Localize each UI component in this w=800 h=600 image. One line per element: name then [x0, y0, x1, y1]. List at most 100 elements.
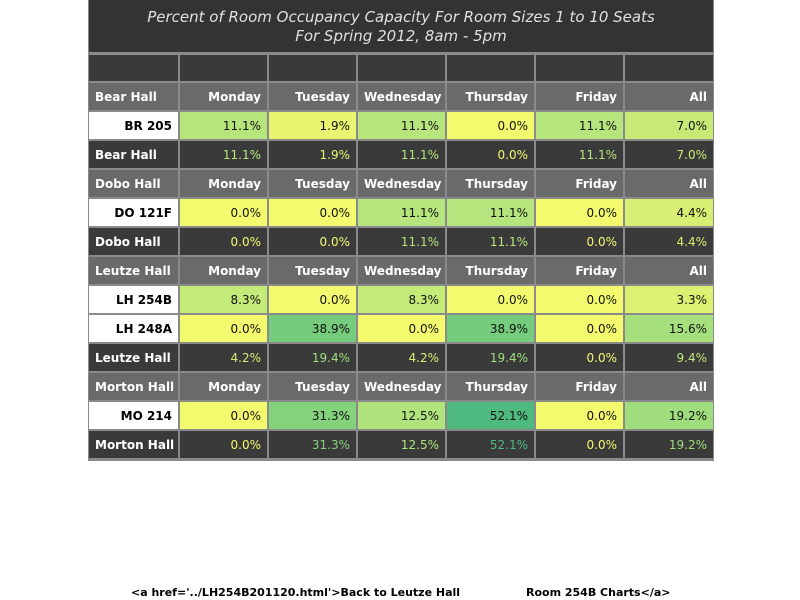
hall-header-row: Leutze Hall Monday Tuesday Wednesday Thursda…: [89, 255, 713, 286]
blank-cell: [178, 53, 269, 83]
total-cell: 0.0%: [178, 226, 269, 257]
room-name: DO 121F: [89, 197, 180, 228]
hall-header-name: Leutze Hall: [89, 255, 180, 286]
occupancy-cell: 0.0%: [534, 284, 625, 315]
title-line-1: Percent of Room Occupancy Capacity For R…: [147, 8, 655, 26]
total-cell: 1.9%: [267, 139, 358, 170]
total-cell: 0.0%: [445, 139, 536, 170]
day-header: Thursday: [445, 371, 536, 402]
hall-header-name: Dobo Hall: [89, 168, 180, 199]
hall-header-row: Bear Hall Monday Tuesday Wednesday Thursday F…: [89, 81, 713, 112]
occupancy-cell: 0.0%: [178, 313, 269, 344]
room-charts-link[interactable]: Room 254B Charts</a>: [526, 586, 671, 599]
footer: <a href='../LH254B201120.html'>Back to L…: [0, 586, 800, 600]
occupancy-cell: 0.0%: [534, 313, 625, 344]
day-header: Monday: [178, 168, 269, 199]
occupancy-cell: 11.1%: [534, 110, 625, 141]
report-title: Percent of Room Occupancy Capacity For R…: [89, 0, 713, 53]
day-header: Friday: [534, 371, 625, 402]
occupancy-cell: 3.3%: [623, 284, 713, 315]
occupancy-cell: 15.6%: [623, 313, 713, 344]
room-row: LH 248A 0.0% 38.9% 0.0% 38.9% 0.0% 15.6%: [89, 313, 713, 344]
day-header: Friday: [534, 255, 625, 286]
occupancy-cell: 52.1%: [445, 400, 536, 431]
blank-cell: [356, 53, 447, 83]
blank-cell: [534, 53, 625, 83]
day-header: Friday: [534, 168, 625, 199]
room-row: BR 205 11.1% 1.9% 11.1% 0.0% 11.1% 7.0%: [89, 110, 713, 141]
total-cell: 7.0%: [623, 139, 713, 170]
total-cell: 0.0%: [534, 429, 625, 460]
total-cell: 0.0%: [534, 342, 625, 373]
occupancy-cell: 19.2%: [623, 400, 713, 431]
blank-cell: [89, 53, 180, 83]
total-cell: 11.1%: [178, 139, 269, 170]
total-cell: 19.2%: [623, 429, 713, 460]
day-header: Wednesday: [356, 371, 447, 402]
occupancy-table: Bear Hall Monday Tuesday Wednesday Thursday F…: [89, 53, 713, 460]
occupancy-cell: 0.0%: [534, 400, 625, 431]
day-header: Tuesday: [267, 371, 358, 402]
room-row: MO 214 0.0% 31.3% 12.5% 52.1% 0.0% 19.2%: [89, 400, 713, 431]
occupancy-cell: 0.0%: [178, 197, 269, 228]
day-header: Wednesday: [356, 81, 447, 112]
total-cell: 31.3%: [267, 429, 358, 460]
day-header: Tuesday: [267, 81, 358, 112]
occupancy-cell: 7.0%: [623, 110, 713, 141]
day-header: Tuesday: [267, 168, 358, 199]
occupancy-cell: 1.9%: [267, 110, 358, 141]
hall-total-name: Morton Hall: [89, 429, 180, 460]
total-cell: 0.0%: [267, 226, 358, 257]
day-header: Friday: [534, 81, 625, 112]
occupancy-cell: 0.0%: [267, 284, 358, 315]
hall-header-row: Dobo Hall Monday Tuesday Wednesday Thursday F…: [89, 168, 713, 199]
occupancy-cell: 4.4%: [623, 197, 713, 228]
hall-total-name: Dobo Hall: [89, 226, 180, 257]
hall-total-name: Bear Hall: [89, 139, 180, 170]
total-cell: 9.4%: [623, 342, 713, 373]
total-cell: 52.1%: [445, 429, 536, 460]
day-header: Wednesday: [356, 168, 447, 199]
day-header: All: [623, 168, 713, 199]
day-header: Monday: [178, 81, 269, 112]
hall-header-name: Bear Hall: [89, 81, 180, 112]
blank-row: [89, 53, 713, 83]
blank-cell: [267, 53, 358, 83]
day-header: All: [623, 371, 713, 402]
room-name: LH 248A: [89, 313, 180, 344]
hall-header-name: Morton Hall: [89, 371, 180, 402]
total-cell: 4.2%: [178, 342, 269, 373]
occupancy-cell: 0.0%: [178, 400, 269, 431]
title-line-2: For Spring 2012, 8am - 5pm: [295, 27, 507, 45]
occupancy-cell: 0.0%: [356, 313, 447, 344]
total-cell: 4.2%: [356, 342, 447, 373]
room-name: LH 254B: [89, 284, 180, 315]
occupancy-cell: 31.3%: [267, 400, 358, 431]
hall-total-row: Morton Hall 0.0% 31.3% 12.5% 52.1% 0.0% 19.2%: [89, 429, 713, 460]
room-row: LH 254B 8.3% 0.0% 8.3% 0.0% 0.0% 3.3%: [89, 284, 713, 315]
day-header: All: [623, 81, 713, 112]
back-to-leutze-hall-link[interactable]: <a href='../LH254B201120.html'>Back to L…: [131, 586, 461, 599]
hall-header-row: Morton Hall Monday Tuesday Wednesday Thursda…: [89, 371, 713, 402]
occupancy-cell: 0.0%: [445, 284, 536, 315]
day-header: Monday: [178, 255, 269, 286]
occupancy-cell: 8.3%: [178, 284, 269, 315]
total-cell: 19.4%: [445, 342, 536, 373]
day-header: Monday: [178, 371, 269, 402]
room-row: DO 121F 0.0% 0.0% 11.1% 11.1% 0.0% 4.4%: [89, 197, 713, 228]
occupancy-cell: 11.1%: [356, 197, 447, 228]
occupancy-cell: 11.1%: [178, 110, 269, 141]
total-cell: 12.5%: [356, 429, 447, 460]
occupancy-cell: 12.5%: [356, 400, 447, 431]
occupancy-cell: 0.0%: [445, 110, 536, 141]
blank-cell: [623, 53, 713, 83]
blank-cell: [445, 53, 536, 83]
total-cell: 19.4%: [267, 342, 358, 373]
day-header: Wednesday: [356, 255, 447, 286]
day-header: Thursday: [445, 81, 536, 112]
total-cell: 0.0%: [178, 429, 269, 460]
occupancy-report: Percent of Room Occupancy Capacity For R…: [88, 0, 714, 461]
day-header: Thursday: [445, 255, 536, 286]
occupancy-cell: 8.3%: [356, 284, 447, 315]
occupancy-cell: 38.9%: [267, 313, 358, 344]
